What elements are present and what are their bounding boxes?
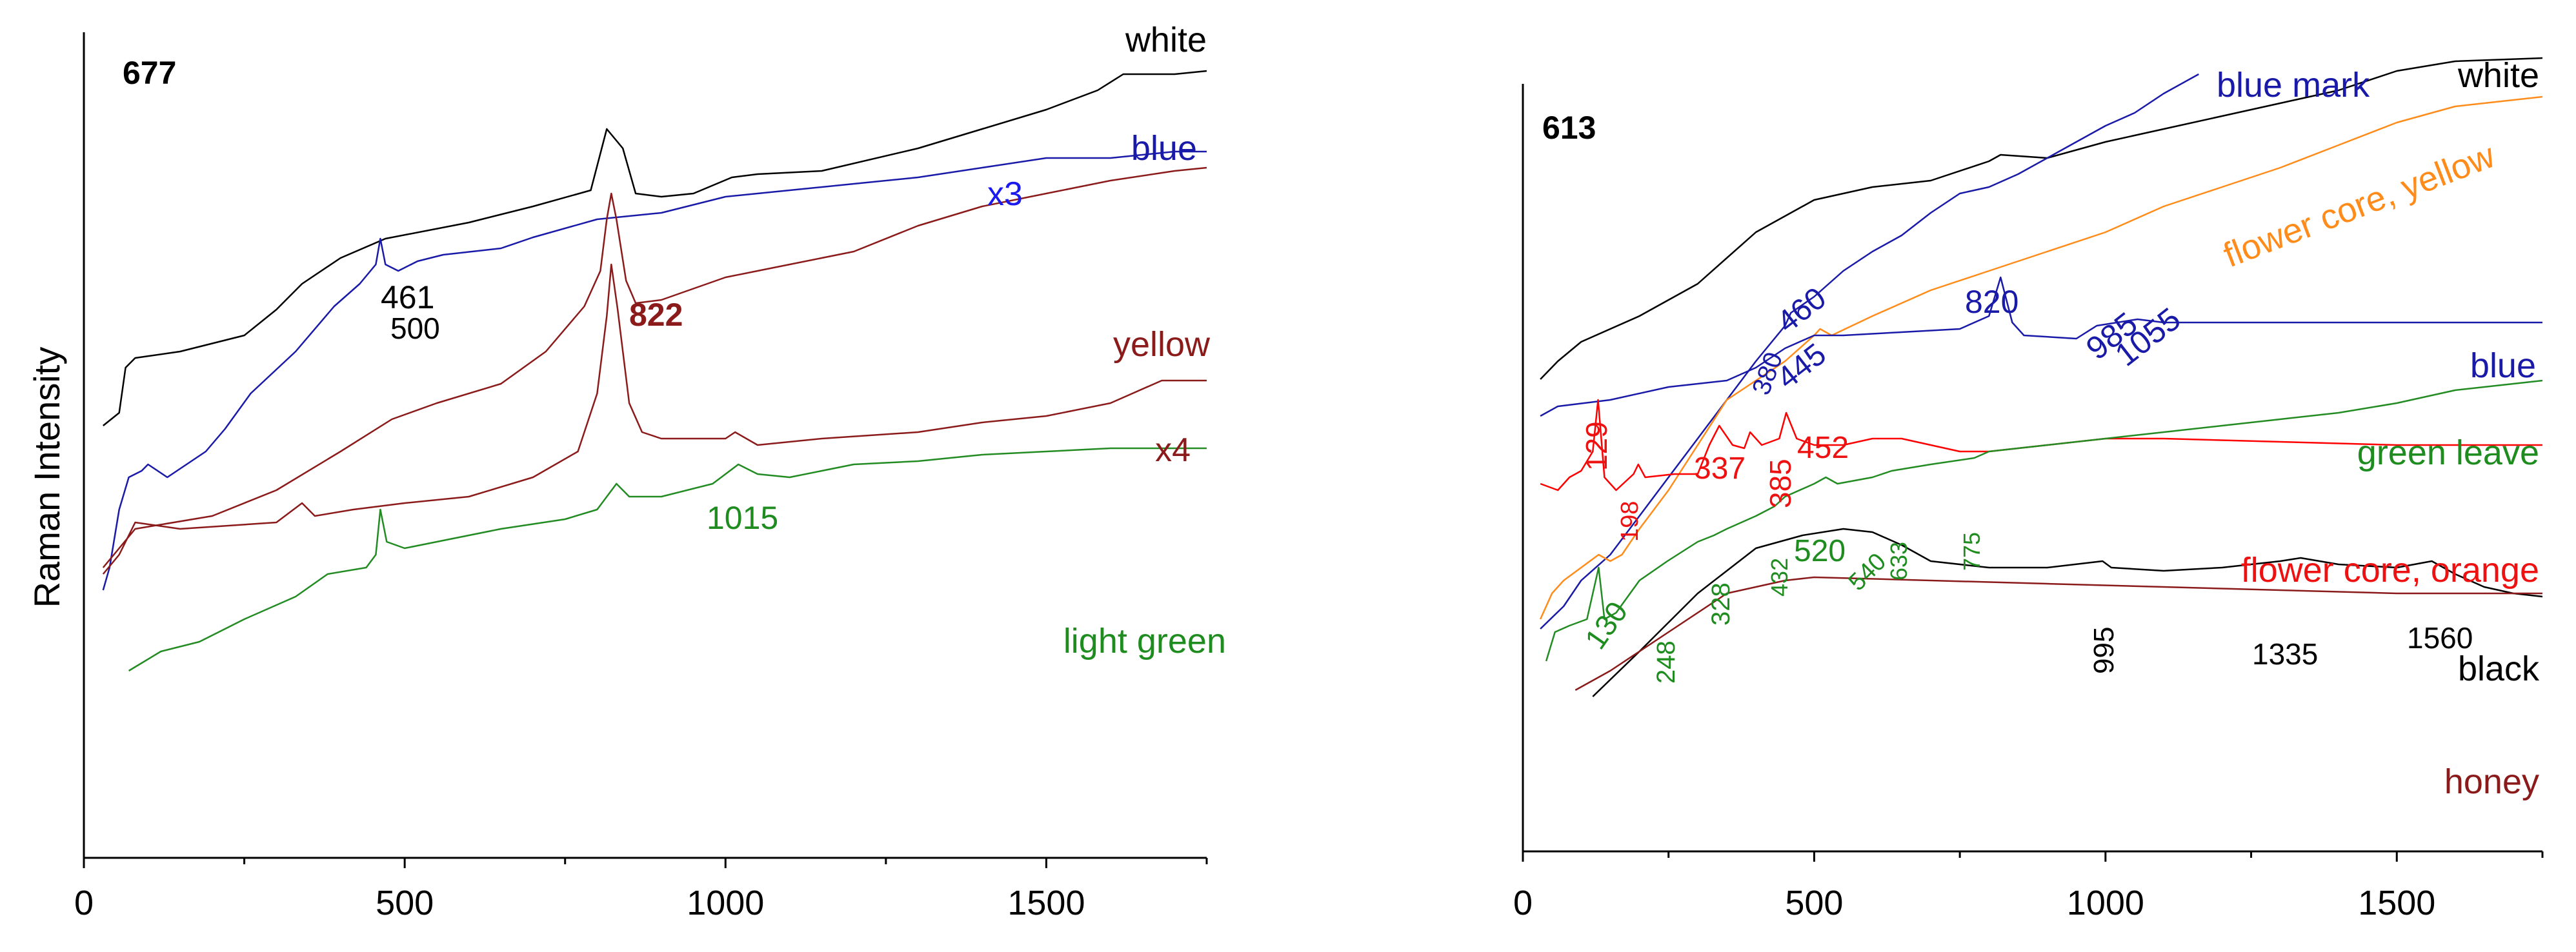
right-label-white: white — [2457, 56, 2539, 95]
right-series-flower-core-yellow — [1539, 95, 2543, 620]
left-y-axis-label: Raman Intensity — [26, 347, 67, 608]
right-annot-248: 248 — [1652, 640, 1680, 684]
right-annot-198: 198 — [1616, 501, 1644, 542]
right-annot-633: 633 — [1886, 542, 1912, 580]
left-annot-500: 500 — [390, 312, 440, 345]
right-annot-380: 380 — [1747, 348, 1788, 399]
right-series-lines — [1539, 57, 2543, 697]
left-label-white: white — [1125, 21, 1207, 59]
right-annot-129: 129 — [1580, 421, 1613, 471]
right-series-blue — [1540, 276, 2542, 417]
right-label-flower-core-orange: flower core, orange — [2241, 551, 2539, 590]
left-label-x4: x4 — [1155, 431, 1191, 469]
right-annot-130: 130 — [1578, 595, 1635, 655]
right-annot-337: 337 — [1694, 451, 1746, 486]
left-x-tick-label: 0 — [74, 884, 94, 922]
right-annot-1335: 1335 — [2252, 637, 2318, 671]
right-annot-820: 820 — [1965, 284, 2018, 320]
right-x-tick-label: 500 — [1785, 884, 1843, 922]
left-label-yellow: yellow — [1113, 325, 1211, 364]
left-series-x4 — [102, 263, 1207, 575]
left-x-tick-label: 1500 — [1007, 884, 1085, 922]
left-series-blue — [102, 150, 1207, 591]
right-chart-panel: 613 0 500 1000 1500 blue mark white flower … — [1513, 56, 2544, 922]
left-chart-title: 677 — [123, 55, 176, 91]
left-series-yellow — [102, 166, 1207, 568]
right-x-tick-label: 1000 — [2067, 884, 2144, 922]
left-x-ticks: 0 500 1000 1500 — [74, 858, 1208, 922]
right-annot-432: 432 — [1766, 558, 1793, 597]
right-label-black: black — [2458, 650, 2540, 688]
right-series-white — [1540, 57, 2543, 380]
right-annot-775: 775 — [1958, 532, 1985, 571]
right-label-green-leave: green leave — [2357, 433, 2539, 472]
left-label-light-green: light green — [1063, 622, 1226, 660]
right-annot-520: 520 — [1794, 534, 1846, 568]
left-label-x3: x3 — [987, 175, 1023, 213]
left-series-white — [103, 70, 1207, 426]
right-label-blue-mark: blue mark — [2217, 66, 2370, 104]
right-annot-385: 385 — [1764, 459, 1797, 508]
left-annot-1015: 1015 — [707, 500, 778, 536]
right-annot-995: 995 — [2088, 627, 2120, 674]
left-label-blue: blue — [1131, 129, 1197, 168]
left-series-lines — [102, 70, 1207, 672]
left-x-tick-label: 1000 — [687, 884, 764, 922]
right-annot-328: 328 — [1707, 582, 1735, 626]
right-annot-1560: 1560 — [2407, 621, 2473, 655]
left-chart-panel: 677 Raman Intensity 0 500 1000 1500 white b… — [26, 21, 1226, 922]
right-label-blue: blue — [2470, 346, 2536, 385]
right-series-blue-mark — [1540, 73, 2199, 630]
right-series-honey — [1575, 576, 2542, 691]
right-label-honey: honey — [2444, 762, 2539, 801]
left-annot-461: 461 — [381, 279, 434, 315]
right-annot-540: 540 — [1844, 548, 1892, 597]
right-annot-452: 452 — [1797, 431, 1849, 465]
left-annot-822: 822 — [629, 297, 683, 333]
right-series-black — [1592, 528, 2543, 697]
right-series-green-leave — [1545, 379, 2543, 662]
left-x-tick-label: 500 — [376, 884, 434, 922]
right-x-tick-label: 0 — [1513, 884, 1533, 922]
right-x-ticks: 0 500 1000 1500 — [1513, 851, 2544, 922]
left-series-light-green — [128, 447, 1207, 672]
right-x-tick-label: 1500 — [2358, 884, 2435, 922]
right-chart-title: 613 — [1542, 110, 1596, 146]
right-label-flower-core-yellow: flower core, yellow — [2219, 136, 2501, 275]
